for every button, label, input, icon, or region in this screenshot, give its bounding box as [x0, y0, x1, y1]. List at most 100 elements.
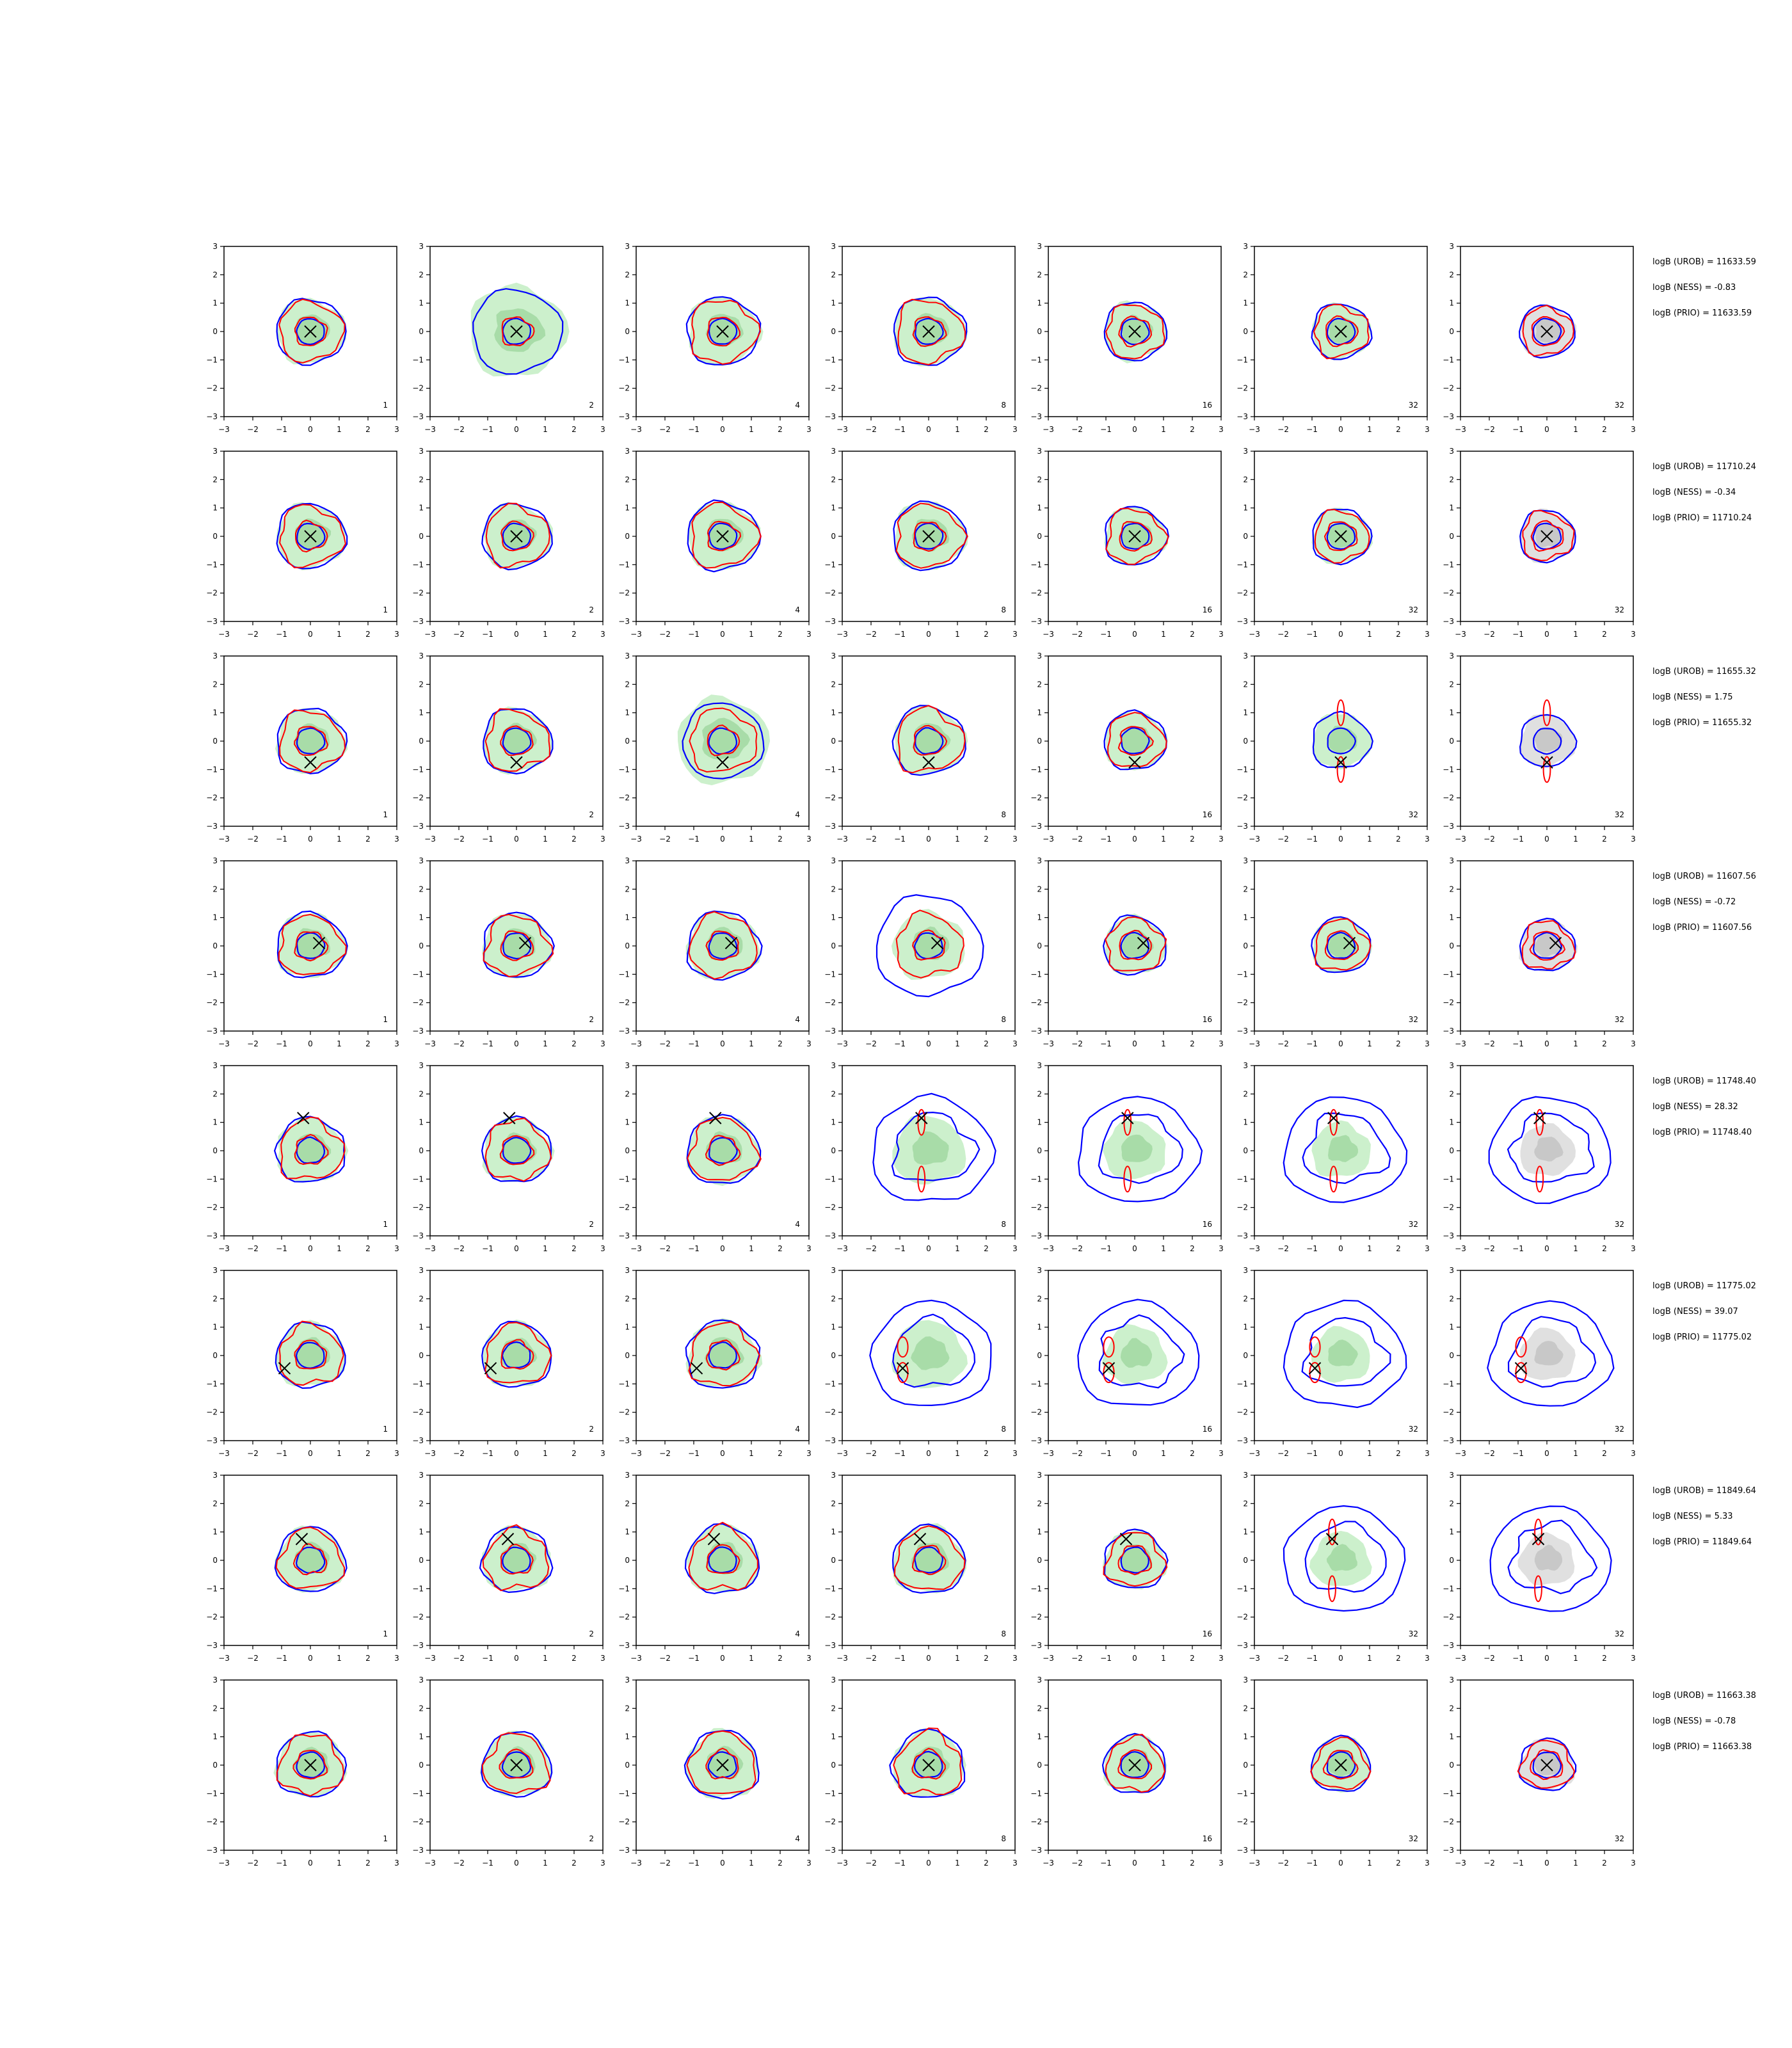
x-tick-label: 1: [543, 1244, 548, 1253]
x-tick-label: 1: [749, 425, 754, 434]
subplot-r2-c6: −3−3 −2 −2 −1 −1 0 0 1 1 2 2 3 3 32: [1236, 447, 1430, 639]
logb-annotation: logB (PRIO) = 11663.38: [1652, 1742, 1752, 1752]
y-tick-label: 1: [625, 1323, 630, 1332]
blue-contour-outer: [1104, 506, 1170, 566]
red-contour-outer: [1521, 920, 1576, 970]
x-tick-label: −1: [1306, 1039, 1318, 1048]
y-tick-label: −3: [1443, 1846, 1454, 1855]
x-tick-label: −1: [688, 630, 700, 639]
x-tick-label: −3: [218, 1859, 230, 1868]
y-tick-label: −3: [1443, 1641, 1454, 1650]
y-tick-label: 2: [1037, 884, 1042, 893]
subplot-r4-c4: −3−3 −2 −2 −1 −1 0 0 1 1 2 2 3 3 8: [824, 856, 1018, 1048]
y-tick-label: 0: [212, 1351, 218, 1360]
y-tick-label: 0: [1243, 327, 1248, 336]
density-fill-inner: [1326, 1544, 1357, 1571]
x-tick-label: −3: [218, 1039, 230, 1048]
red-contour-outer: [1310, 1736, 1372, 1790]
logb-annotation: logB (PRIO) = 11775.02: [1652, 1332, 1752, 1342]
x-tick-label: −1: [1100, 1244, 1112, 1253]
x-tick-label: −3: [1043, 1244, 1054, 1253]
red-contour-outer: [1105, 1734, 1165, 1793]
x-tick-label: 1: [1161, 425, 1166, 434]
y-tick-label: −2: [412, 1818, 424, 1827]
y-tick-label: −1: [1030, 560, 1042, 569]
blue-contour-inner: [1098, 1114, 1183, 1184]
y-tick-label: 2: [625, 1704, 630, 1713]
x-tick-label: 2: [1396, 1449, 1401, 1458]
y-tick-label: 0: [625, 532, 630, 541]
x-tick-label: 3: [1425, 1039, 1430, 1048]
y-tick-label: −1: [618, 355, 630, 364]
subplot-r7-c5: −3−3 −2 −2 −1 −1 0 0 1 1 2 2 3 3 16: [1030, 1471, 1224, 1663]
y-tick-label: 1: [831, 504, 836, 513]
y-tick-label: −3: [206, 1231, 218, 1240]
blue-contour-outer: [1519, 917, 1576, 972]
y-tick-label: −3: [206, 1027, 218, 1036]
blue-contour-inner: [1326, 931, 1356, 959]
x-tick-label: 0: [1132, 835, 1137, 844]
logb-annotation: logB (PRIO) = 11710.24: [1652, 513, 1752, 523]
red-contour-outer: [893, 1525, 966, 1590]
subplot-r1-c6: −3−3 −2 −2 −1 −1 0 0 1 1 2 2 3 3 32: [1236, 242, 1430, 434]
x-tick-label: −2: [865, 1859, 877, 1868]
column-label: 8: [1001, 1834, 1006, 1843]
x-tick-label: 1: [955, 1654, 960, 1663]
x-tick-label: −2: [1071, 630, 1083, 639]
column-label: 4: [795, 605, 800, 614]
y-tick-label: 1: [1449, 1323, 1454, 1332]
x-tick-label: −1: [1306, 1244, 1318, 1253]
blue-contour-inner: [892, 1313, 976, 1388]
true-value-marker: [518, 936, 532, 950]
red-contour-inner: [1529, 931, 1566, 961]
blue-contour-outer: [872, 1092, 996, 1201]
x-tick-label: −2: [865, 1449, 877, 1458]
x-tick-label: 3: [1219, 1449, 1224, 1458]
x-tick-label: 3: [806, 1859, 812, 1868]
y-tick-label: −3: [618, 617, 630, 626]
x-tick-label: −2: [1277, 425, 1289, 434]
y-tick-label: 1: [419, 299, 424, 308]
x-tick-label: −3: [836, 835, 848, 844]
true-value-marker: [1334, 756, 1347, 769]
blue-contour-outer: [481, 1320, 552, 1388]
red-contour-outer: [278, 1320, 344, 1386]
x-tick-label: 3: [1631, 1039, 1636, 1048]
x-tick-label: 2: [1396, 835, 1401, 844]
y-tick-label: 1: [625, 1732, 630, 1741]
column-label: 2: [589, 1834, 594, 1843]
true-value-marker: [1334, 325, 1347, 338]
subplot-r6-c4: −3−3 −2 −2 −1 −1 0 0 1 1 2 2 3 3 8: [824, 1266, 1018, 1458]
logb-annotation: logB (UROB) = 11748.40: [1652, 1076, 1756, 1086]
x-tick-label: 2: [572, 425, 577, 434]
blue-contour-outer: [1519, 714, 1578, 767]
column-label: 32: [1615, 1015, 1624, 1024]
blue-contour-outer: [876, 894, 984, 998]
x-tick-label: 2: [1602, 1859, 1607, 1868]
y-tick-label: 3: [625, 1676, 630, 1684]
y-tick-label: 1: [1037, 913, 1042, 922]
true-value-marker: [1128, 756, 1141, 769]
blue-contour-outer: [1101, 1732, 1166, 1793]
true-value-marker: [501, 1533, 515, 1546]
y-tick-label: 0: [831, 737, 836, 746]
column-label: 32: [1409, 1629, 1418, 1638]
y-tick-label: −2: [206, 1818, 218, 1827]
y-tick-label: 1: [1037, 708, 1042, 717]
column-label: 4: [795, 1015, 800, 1024]
column-label: 8: [1001, 1629, 1006, 1638]
y-tick-label: 0: [1449, 532, 1454, 541]
red-contour-inner: [707, 724, 740, 756]
x-tick-label: −2: [659, 1039, 671, 1048]
y-tick-label: 3: [1449, 242, 1454, 251]
y-tick-label: 3: [1449, 1266, 1454, 1275]
x-tick-label: −1: [1306, 1654, 1318, 1663]
blue-contour-inner: [1507, 1519, 1598, 1595]
true-value-marker: [1308, 1362, 1322, 1375]
blue-contour-inner: [913, 1750, 943, 1779]
x-tick-label: −2: [1071, 1244, 1083, 1253]
true-value-marker: [304, 756, 317, 769]
x-tick-label: −3: [1455, 1039, 1466, 1048]
x-tick-label: 3: [1012, 835, 1018, 844]
